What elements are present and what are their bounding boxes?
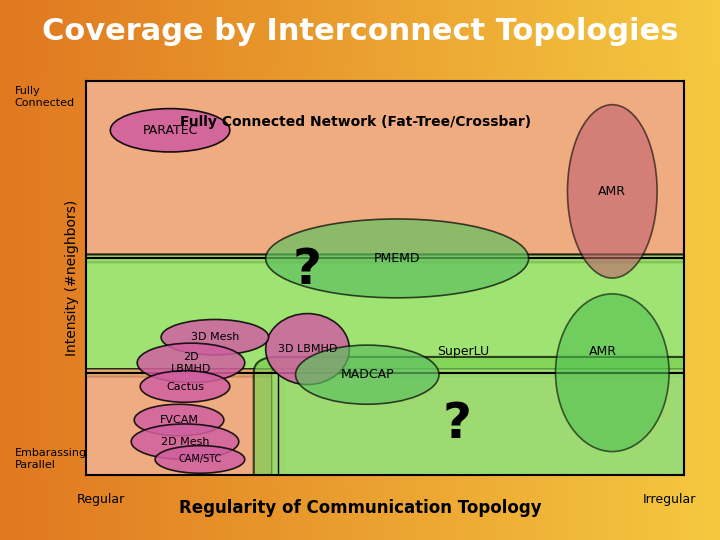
Text: Fully
Connected: Fully Connected: [14, 86, 75, 108]
Ellipse shape: [140, 371, 230, 402]
Text: Regular: Regular: [76, 493, 125, 506]
Text: Fully Connected Network (Fat-Tree/Crossbar): Fully Connected Network (Fat-Tree/Crossb…: [180, 116, 531, 130]
Text: Embarassing
Parallel: Embarassing Parallel: [14, 448, 86, 470]
Ellipse shape: [131, 424, 239, 460]
Text: MADCAP: MADCAP: [341, 368, 394, 381]
Text: AMR: AMR: [590, 345, 617, 357]
Ellipse shape: [266, 219, 528, 298]
Ellipse shape: [138, 343, 245, 382]
Ellipse shape: [266, 314, 349, 384]
Ellipse shape: [161, 320, 269, 355]
FancyBboxPatch shape: [253, 357, 708, 491]
FancyBboxPatch shape: [81, 369, 284, 479]
FancyBboxPatch shape: [81, 77, 690, 262]
Text: PARATEC: PARATEC: [143, 124, 198, 137]
Ellipse shape: [556, 294, 669, 451]
Text: Irregular: Irregular: [643, 493, 696, 506]
Text: Regularity of Communication Topology: Regularity of Communication Topology: [179, 498, 541, 517]
Text: ?: ?: [293, 246, 322, 294]
Text: FVCAM: FVCAM: [160, 415, 199, 425]
Text: Coverage by Interconnect Topologies: Coverage by Interconnect Topologies: [42, 17, 678, 46]
Y-axis label: Intensity (#neighbors): Intensity (#neighbors): [66, 200, 79, 356]
Text: AMR: AMR: [598, 185, 626, 198]
Text: PMEMD: PMEMD: [374, 252, 420, 265]
Text: 3D LBMHD: 3D LBMHD: [278, 344, 337, 354]
Text: CAM/STC: CAM/STC: [179, 455, 222, 464]
FancyBboxPatch shape: [81, 254, 690, 377]
Ellipse shape: [155, 446, 245, 473]
Text: 2D
LBMHD: 2D LBMHD: [171, 352, 211, 374]
Ellipse shape: [134, 404, 224, 436]
Text: Cactus: Cactus: [166, 381, 204, 391]
Text: ?: ?: [442, 400, 472, 448]
Ellipse shape: [296, 345, 439, 404]
Ellipse shape: [567, 105, 657, 278]
Text: SuperLU: SuperLU: [437, 345, 489, 357]
FancyBboxPatch shape: [271, 369, 690, 479]
Text: 2D Mesh: 2D Mesh: [161, 437, 210, 447]
Ellipse shape: [110, 109, 230, 152]
Text: 3D Mesh: 3D Mesh: [191, 332, 239, 342]
